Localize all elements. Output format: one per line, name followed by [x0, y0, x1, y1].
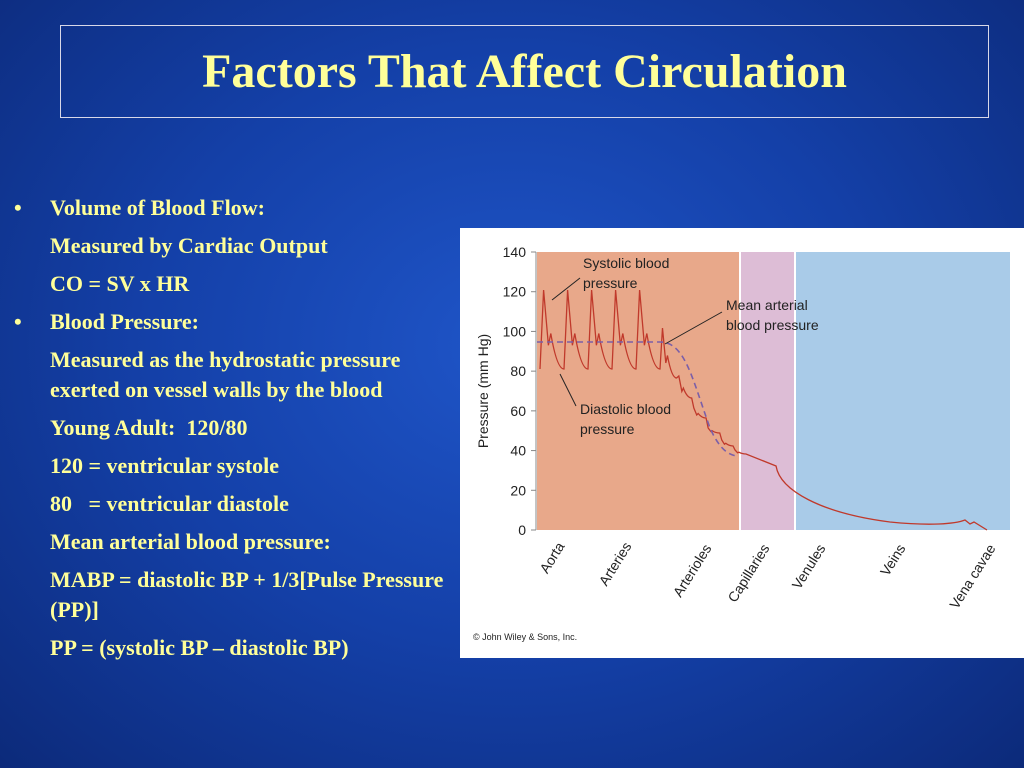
annotation: pressure: [583, 275, 638, 291]
bullet-line: MABP = diastolic BP + 1/3[Pulse Pressure…: [50, 567, 449, 622]
leader-line: [559, 373, 577, 407]
annotation: Mean arterial: [726, 297, 808, 313]
y-tick-label: 0: [518, 522, 526, 538]
pressure-curve: [539, 289, 988, 531]
annotation: pressure: [580, 421, 635, 437]
region-arterial: [537, 252, 740, 530]
y-tick-label: 80: [510, 363, 526, 379]
leader-line: [551, 277, 581, 301]
y-tick-label: 60: [510, 403, 526, 419]
bullet-line: Mean arterial blood pressure:: [50, 529, 331, 554]
bullet-line: 80 = ventricular diastole: [50, 491, 289, 516]
bullet-item: • Blood Pressure:: [14, 307, 454, 337]
bullet-dot: •: [14, 309, 22, 334]
bullet-line: 120 = ventricular systole: [50, 453, 280, 478]
bullet-line: Young Adult: 120/80: [50, 415, 248, 440]
annotation: blood pressure: [726, 317, 819, 333]
y-tick-label: 40: [510, 443, 526, 459]
title-box: Factors That Affect Circulation: [60, 25, 989, 118]
bullet-line: Measured as the hydrostatic pressure exe…: [50, 347, 406, 402]
y-axis-label: Pressure (mm Hg): [475, 334, 491, 448]
bullet-dot: •: [14, 195, 22, 220]
bullet-line: PP = (systolic BP – diastolic BP): [50, 635, 349, 660]
slide-title: Factors That Affect Circulation: [202, 45, 847, 98]
bullet-item: • Volume of Blood Flow:: [14, 193, 454, 223]
mean-pressure-line: [537, 341, 737, 457]
region-venous: [795, 252, 1010, 530]
bullet-text: Volume of Blood Flow:: [50, 195, 265, 220]
y-tick-label: 100: [503, 323, 527, 339]
bullet-line: Measured by Cardiac Output: [50, 233, 328, 258]
y-tick-label: 120: [503, 284, 527, 300]
y-tick-label: 20: [510, 482, 526, 498]
credit: © John Wiley & Sons, Inc.: [473, 632, 577, 642]
region-capillary: [740, 252, 795, 530]
bullet-text: Blood Pressure:: [50, 309, 199, 334]
y-tick-label: 140: [503, 244, 527, 260]
bullet-line: CO = SV x HR: [50, 271, 190, 296]
leader-line: [664, 311, 723, 345]
bullet-list: • Volume of Blood Flow: Measured by Cardia…: [14, 193, 454, 671]
annotation: Diastolic blood: [580, 401, 671, 417]
annotation: Systolic blood: [583, 255, 669, 271]
